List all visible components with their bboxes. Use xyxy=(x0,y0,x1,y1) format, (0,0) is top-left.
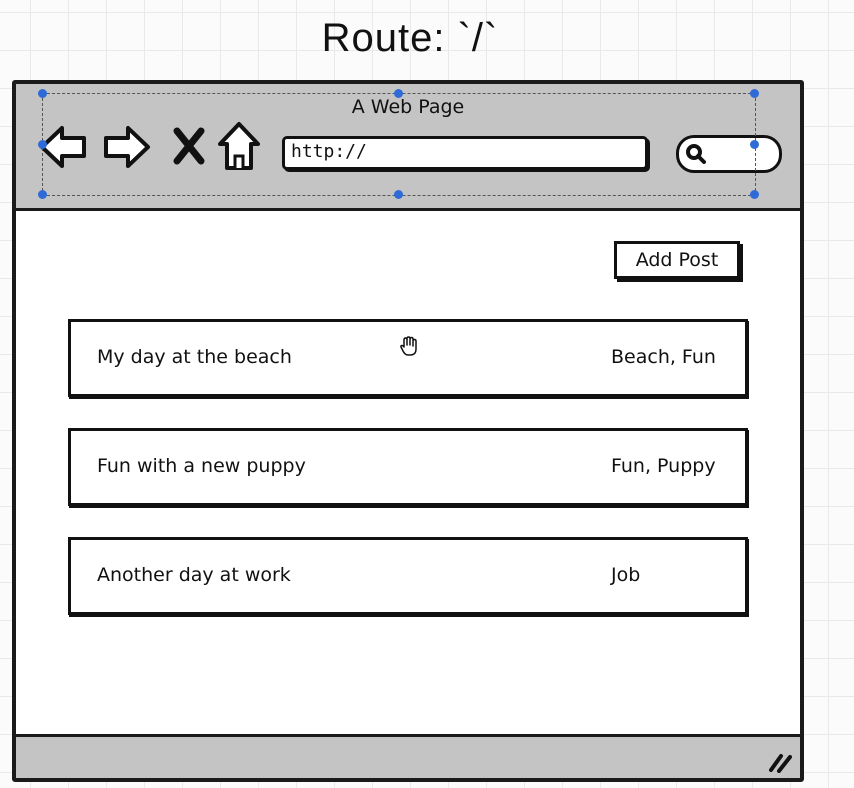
resize-grip-icon[interactable] xyxy=(768,751,794,773)
url-text: http:// xyxy=(291,141,367,162)
post-tags: Fun, Puppy xyxy=(611,455,716,477)
post-title: Another day at work xyxy=(97,564,291,586)
url-input[interactable]: http:// xyxy=(282,136,648,170)
post-title: Fun with a new puppy xyxy=(97,455,306,477)
home-icon[interactable] xyxy=(216,120,262,172)
post-tags: Job xyxy=(611,564,641,586)
route-title: Route: `/` xyxy=(321,16,499,60)
post-row-work[interactable]: Another day at work Job xyxy=(68,537,748,615)
post-row-puppy[interactable]: Fun with a new puppy Fun, Puppy xyxy=(68,428,748,506)
close-icon[interactable] xyxy=(172,126,206,166)
page-content: Add Post My day at the beach Beach, Fun … xyxy=(16,211,800,731)
search-icon xyxy=(686,144,706,164)
add-post-button[interactable]: Add Post xyxy=(614,241,740,279)
post-title: My day at the beach xyxy=(97,346,292,368)
hand-cursor-icon xyxy=(400,336,417,356)
browser-header: A Web Page http:// xyxy=(16,84,800,211)
browser-window: A Web Page http:// Add Post My day at th… xyxy=(12,80,804,782)
post-row-beach[interactable]: My day at the beach Beach, Fun xyxy=(68,319,748,397)
status-bar xyxy=(16,734,800,778)
back-arrow-icon[interactable] xyxy=(38,122,88,172)
forward-arrow-icon[interactable] xyxy=(102,122,152,172)
search-input[interactable] xyxy=(676,135,782,173)
page-title: A Web Page xyxy=(351,96,465,118)
post-tags: Beach, Fun xyxy=(611,346,716,368)
